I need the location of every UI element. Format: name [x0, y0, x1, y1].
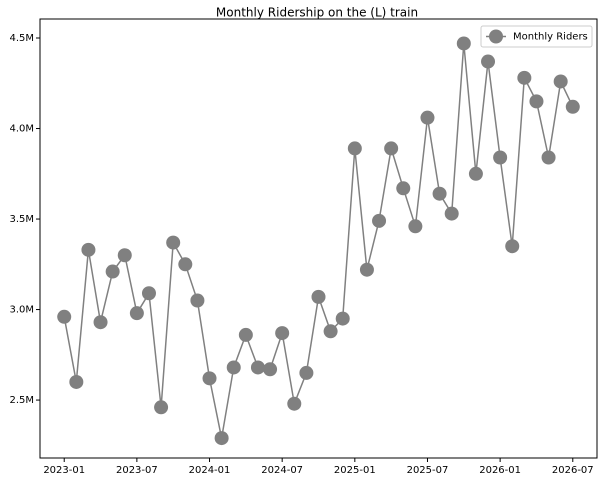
point — [154, 400, 169, 415]
chart-title: Monthly Ridership on the (L) train — [216, 6, 418, 20]
x-tick-label: 2023-01 — [43, 465, 85, 476]
point — [93, 315, 108, 330]
point — [565, 99, 580, 114]
point — [105, 264, 120, 279]
legend-box — [480, 25, 593, 48]
point — [263, 362, 278, 377]
y-tick-label: 4.5M — [9, 33, 34, 44]
point — [468, 166, 483, 181]
point — [408, 219, 423, 234]
point — [323, 324, 338, 339]
point — [226, 360, 241, 375]
point — [202, 371, 217, 386]
point — [129, 306, 144, 321]
legend-label: Monthly Riders — [513, 32, 588, 43]
point — [141, 286, 156, 301]
point — [178, 257, 193, 272]
point — [311, 289, 326, 304]
point — [505, 239, 520, 254]
x-tick-label: 2025-01 — [334, 465, 376, 476]
point — [517, 70, 532, 85]
point — [493, 150, 508, 165]
point — [117, 248, 132, 263]
point — [481, 54, 496, 69]
point — [456, 36, 471, 51]
point — [214, 431, 229, 446]
point — [275, 326, 290, 341]
point — [444, 206, 459, 221]
plot-frame — [39, 18, 598, 459]
point — [287, 396, 302, 411]
point — [347, 141, 362, 156]
y-tick-label: 4.0M — [9, 124, 34, 135]
point — [420, 110, 435, 125]
y-tick-label: 3.5M — [9, 214, 34, 225]
x-tick-label: 2024-07 — [261, 465, 303, 476]
point — [250, 360, 265, 375]
legend-marker — [489, 29, 503, 44]
point — [432, 186, 447, 201]
point — [57, 309, 72, 324]
x-tick-label: 2024-01 — [189, 465, 231, 476]
point — [529, 94, 544, 109]
point — [299, 365, 314, 380]
point — [190, 293, 205, 308]
y-tick-label: 2.5M — [9, 395, 34, 406]
x-tick-label: 2023-07 — [116, 465, 158, 476]
point — [166, 235, 181, 250]
point — [359, 262, 374, 277]
x-tick-label: 2026-01 — [479, 465, 521, 476]
point — [81, 242, 96, 257]
point — [372, 213, 387, 228]
y-tick-label: 3.0M — [9, 305, 34, 316]
point — [335, 311, 350, 326]
point — [553, 74, 568, 89]
x-tick-label: 2025-07 — [407, 465, 449, 476]
point — [238, 327, 253, 342]
point — [384, 141, 399, 156]
point — [541, 150, 556, 165]
x-tick-label: 2026-07 — [552, 465, 594, 476]
point — [396, 181, 411, 196]
point — [69, 374, 84, 389]
